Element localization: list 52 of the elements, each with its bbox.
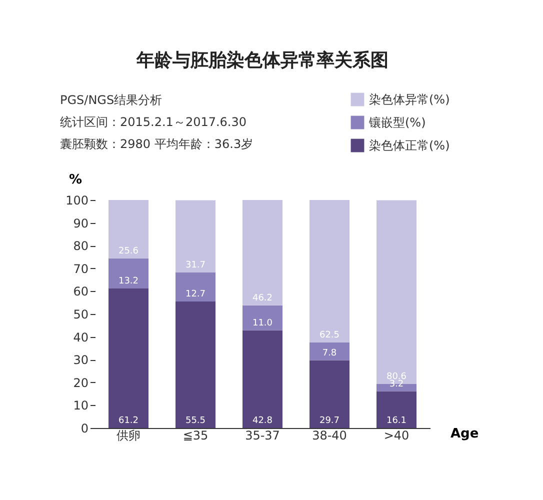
data-label: 55.5 xyxy=(185,416,206,426)
legend-label: 染色体异常(%) xyxy=(369,92,450,106)
data-label: 25.6 xyxy=(118,246,139,256)
data-label: 13.2 xyxy=(118,276,139,286)
bar xyxy=(176,200,216,273)
y-tick-label: 0 xyxy=(80,422,88,436)
data-label: 16.1 xyxy=(386,416,407,426)
bar xyxy=(108,258,148,288)
y-tick-label: 20 xyxy=(73,376,88,390)
data-label: 12.7 xyxy=(185,289,206,300)
data-label: 46.2 xyxy=(252,293,273,304)
data-label: 31.7 xyxy=(185,260,206,271)
x-tick-label: >40 xyxy=(384,428,410,442)
y-tick-label: 50 xyxy=(73,308,88,322)
x-tick-label: 供卵 xyxy=(116,428,140,442)
text: 统计区间：2015.2.1～2017.6.30 xyxy=(60,115,247,129)
y-tick-label: 70 xyxy=(73,262,88,276)
bar xyxy=(310,200,350,342)
legend-label: 染色体正常(%) xyxy=(369,138,450,152)
bar xyxy=(310,360,350,428)
y-tick-label: 80 xyxy=(73,239,88,254)
y-tick-label: 10 xyxy=(73,398,88,413)
data-label: 7.8 xyxy=(322,348,337,358)
y-tick-label: 30 xyxy=(73,353,88,368)
data-label: 29.7 xyxy=(319,416,340,426)
y-tick-label: 40 xyxy=(73,330,88,344)
bar xyxy=(176,301,216,428)
bar xyxy=(242,305,282,330)
x-tick-label: ≦35 xyxy=(182,428,208,442)
y-tick-label: 90 xyxy=(73,216,88,230)
bar xyxy=(242,330,282,428)
y-axis-title: % xyxy=(68,172,82,188)
legend-label: 镶嵌型(%) xyxy=(368,116,426,130)
bar xyxy=(176,272,216,302)
bar xyxy=(108,288,148,428)
x-axis-title: Age xyxy=(450,426,479,442)
data-label: 61.2 xyxy=(118,416,139,426)
text: PGS/NGS结果分析 xyxy=(60,93,162,107)
bar xyxy=(310,342,350,360)
bar xyxy=(108,200,148,258)
x-tick-label: 35-37 xyxy=(245,428,280,442)
chart-title: 年龄与胚胎染色体异常率关系图 xyxy=(136,50,388,71)
data-label: 11.0 xyxy=(252,318,273,328)
bar xyxy=(376,391,416,428)
bar xyxy=(242,200,282,306)
x-tick-label: 38-40 xyxy=(312,428,347,442)
y-tick-label: 60 xyxy=(73,284,88,299)
y-tick-label: 100 xyxy=(66,194,88,208)
data-label: 62.5 xyxy=(319,330,340,340)
data-label: 42.8 xyxy=(252,416,273,426)
text: 囊胚颗数：2980 平均年龄：36.3岁 xyxy=(60,137,254,151)
data-label: 3.2 xyxy=(389,379,404,390)
